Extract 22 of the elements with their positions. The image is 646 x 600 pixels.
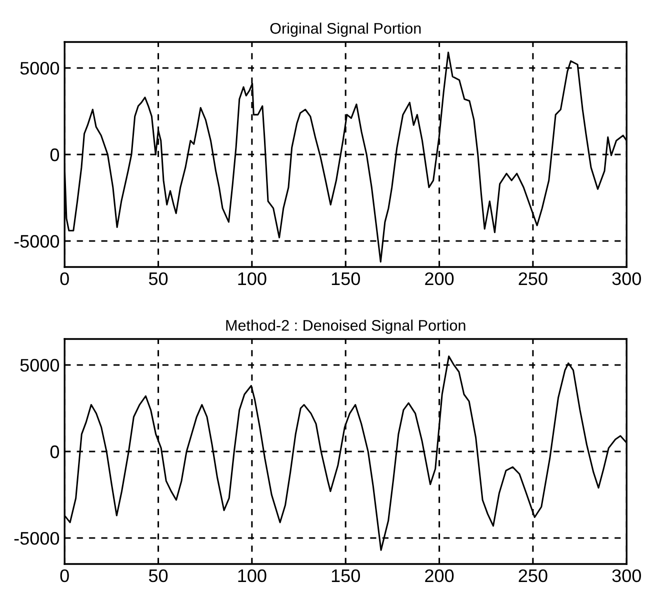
y-tick-label: 0 bbox=[50, 445, 60, 458]
x-tick-label: 50 bbox=[148, 272, 168, 286]
x-tick-label: 0 bbox=[60, 569, 69, 582]
x-tick-label: 200 bbox=[425, 569, 454, 582]
chart-title: Original Signal Portion bbox=[270, 22, 421, 37]
y-tick-label: 0 bbox=[50, 148, 60, 162]
y-tick-label: -5000 bbox=[14, 532, 60, 545]
x-tick-label: 100 bbox=[238, 272, 266, 286]
x-tick-label: 0 bbox=[60, 272, 69, 286]
x-tick-label: 300 bbox=[612, 569, 641, 582]
y-tick-label: 5000 bbox=[20, 62, 60, 75]
y-tick-label: -5000 bbox=[14, 234, 60, 248]
x-tick-label: 200 bbox=[425, 272, 454, 286]
x-tick-label: 100 bbox=[238, 569, 266, 582]
y-tick-label: 5000 bbox=[20, 358, 60, 372]
chart-title: Method-2 : Denoised Signal Portion bbox=[226, 320, 466, 334]
x-tick-label: 150 bbox=[332, 569, 360, 582]
x-tick-label: 150 bbox=[332, 272, 360, 286]
x-tick-label: 250 bbox=[518, 569, 548, 582]
x-tick-label: 50 bbox=[148, 569, 168, 582]
x-tick-label: 300 bbox=[612, 272, 641, 286]
x-tick-label: 250 bbox=[518, 272, 548, 286]
